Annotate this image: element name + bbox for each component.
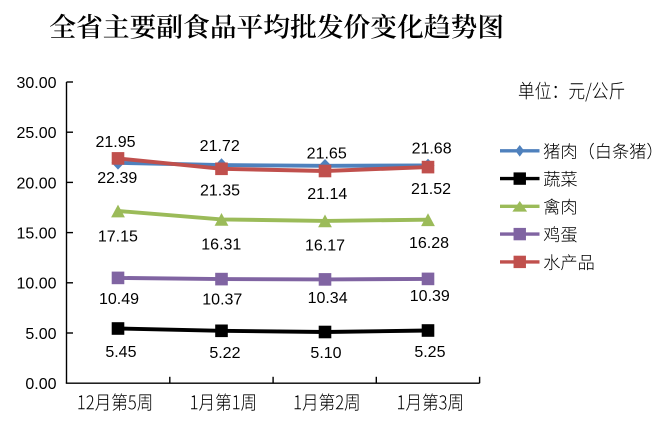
svg-text:21.68: 21.68 — [412, 140, 452, 157]
svg-text:30.00: 30.00 — [16, 75, 56, 92]
svg-text:10.00: 10.00 — [16, 276, 56, 293]
svg-text:22.39: 22.39 — [97, 170, 137, 187]
svg-text:10.37: 10.37 — [202, 291, 242, 308]
svg-text:16.31: 16.31 — [201, 236, 241, 253]
svg-text:17.15: 17.15 — [98, 229, 138, 246]
svg-text:15.00: 15.00 — [16, 226, 56, 243]
svg-text:21.14: 21.14 — [307, 186, 347, 203]
svg-text:5.22: 5.22 — [209, 345, 240, 362]
svg-text:5.45: 5.45 — [105, 344, 136, 361]
svg-text:10.39: 10.39 — [410, 288, 450, 305]
svg-text:21.52: 21.52 — [411, 181, 451, 198]
svg-text:10.34: 10.34 — [308, 290, 348, 307]
svg-text:0.00: 0.00 — [25, 376, 56, 393]
svg-text:21.65: 21.65 — [307, 145, 347, 162]
svg-text:21.95: 21.95 — [95, 134, 135, 151]
svg-text:5.00: 5.00 — [25, 326, 56, 343]
svg-text:16.17: 16.17 — [305, 238, 345, 255]
svg-text:5.10: 5.10 — [310, 345, 341, 362]
svg-text:21.35: 21.35 — [200, 183, 240, 200]
svg-text:10.49: 10.49 — [99, 291, 139, 308]
svg-text:16.28: 16.28 — [409, 235, 449, 252]
svg-text:5.25: 5.25 — [414, 344, 445, 361]
svg-text:25.00: 25.00 — [16, 125, 56, 142]
svg-text:20.00: 20.00 — [16, 175, 56, 192]
svg-text:21.72: 21.72 — [200, 138, 240, 155]
